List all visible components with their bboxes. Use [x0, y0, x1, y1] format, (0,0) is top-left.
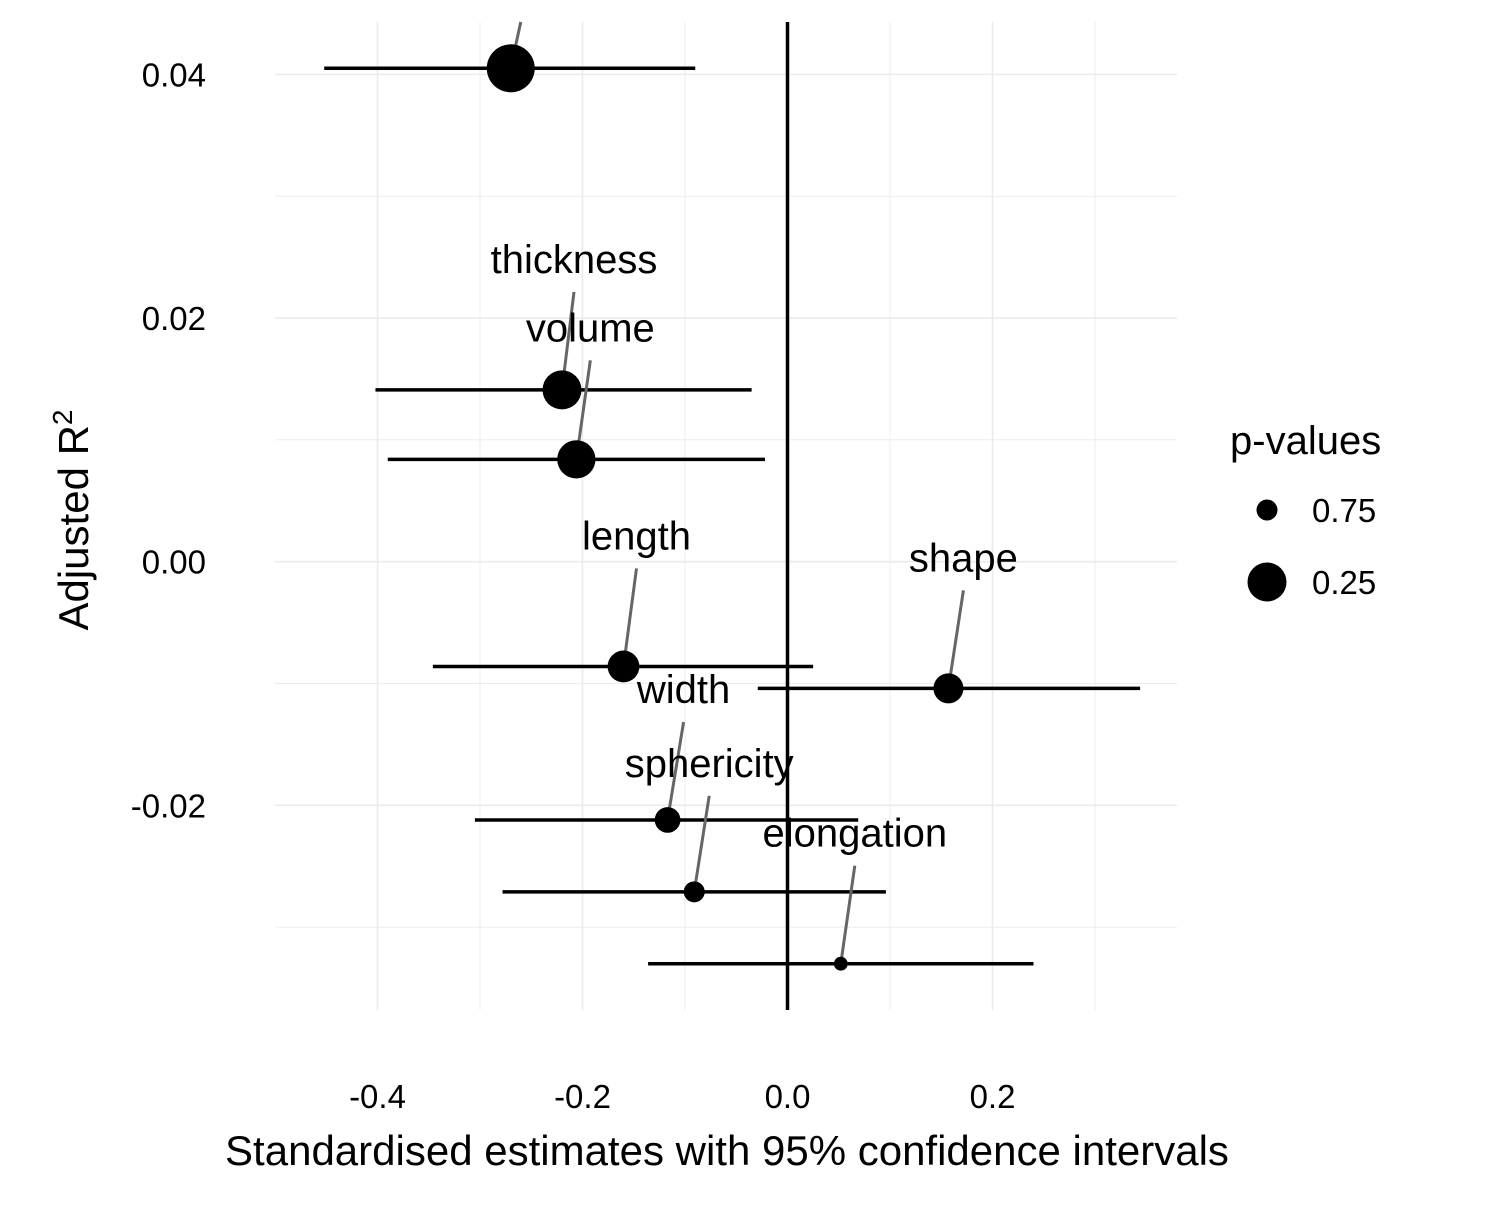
estimate-point: [486, 44, 535, 93]
legend: p-values 0.75 0.25: [1230, 419, 1381, 602]
estimate-point: [654, 807, 681, 833]
y-tick-label: 0.04: [142, 56, 206, 93]
x-tick-label: 0.0: [765, 1078, 811, 1115]
estimate-point: [542, 370, 582, 410]
y-axis-title-main: Adjusted R: [50, 425, 97, 630]
point-label: volume: [526, 306, 655, 350]
legend-key: [1256, 499, 1278, 521]
leader-line: [622, 568, 638, 667]
legend-entries: 0.75 0.25: [1247, 492, 1376, 602]
x-tick-label: -0.2: [554, 1078, 611, 1115]
leader-line: [666, 721, 686, 821]
y-axis-title: Adjusted R2: [47, 409, 97, 630]
estimate-point: [933, 673, 964, 704]
legend-label: 0.75: [1312, 492, 1376, 529]
y-axis-title-superscript: 2: [47, 409, 78, 425]
point-label: elongation: [762, 812, 947, 856]
x-tick-label: 0.2: [970, 1078, 1016, 1115]
legend-key: [1247, 562, 1287, 602]
grid: [275, 22, 1177, 1010]
estimate-point: [683, 881, 705, 903]
y-tick-label: 0.02: [142, 300, 206, 337]
legend-label: 0.25: [1312, 564, 1376, 601]
leader-line: [839, 865, 857, 964]
y-axis-ticks: 0.04 0.02 0.00 -0.02: [131, 56, 206, 824]
point-label: thickness: [491, 238, 658, 282]
leader-line: [946, 590, 965, 689]
leader-line: [692, 795, 711, 893]
point-label: shape: [909, 536, 1018, 580]
point-label: sphericity: [625, 742, 794, 786]
x-axis-ticks: -0.4 -0.2 0.0 0.2: [349, 1078, 1015, 1115]
estimate-point: [557, 440, 596, 479]
estimate-point: [833, 956, 848, 971]
x-axis-title: Standardised estimates with 95% confiden…: [225, 1127, 1229, 1174]
point-labels: thickness volume length shape width sphericit…: [491, 238, 1018, 856]
estimate-point: [607, 650, 640, 683]
y-tick-label: 0.00: [142, 544, 206, 581]
legend-title: p-values: [1230, 419, 1381, 463]
point-label: width: [636, 668, 730, 712]
point-label: length: [582, 514, 691, 558]
estimate-points: [486, 44, 964, 971]
x-tick-label: -0.4: [349, 1078, 406, 1115]
y-tick-label: -0.02: [131, 787, 206, 824]
confidence-intervals: [324, 66, 1141, 966]
